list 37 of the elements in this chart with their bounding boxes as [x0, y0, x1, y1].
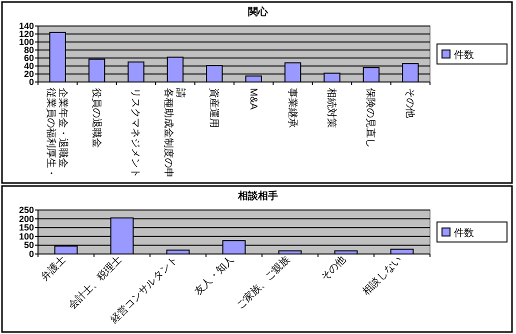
y-tick-label: 0: [28, 249, 34, 259]
chart-title: 関心: [248, 6, 269, 18]
x-tick-label: M&A: [248, 88, 259, 110]
x-tick-label: リスクマネジメント: [130, 88, 140, 178]
bar: [278, 250, 302, 254]
y-tick-label: 40: [24, 61, 34, 71]
x-tick-label: 従業員の福利厚生・企業年金・退職金: [45, 88, 70, 178]
x-tick-label: 相続対策: [326, 88, 338, 128]
y-tick-label: 150: [18, 222, 34, 233]
y-tick-label: 0: [28, 77, 34, 87]
x-tick-label: 弁護士: [38, 254, 68, 284]
x-tick-label: 各種助成金制度の申請: [162, 88, 187, 178]
x-tick-label: 資産運用: [208, 88, 220, 128]
x-tick-label: 保険の見直し: [364, 88, 377, 148]
legend-label: 件数: [454, 50, 474, 61]
legend-label: 件数: [454, 228, 474, 239]
y-tick-label: 200: [18, 214, 34, 224]
x-tick-label: ご家族、ご親族: [234, 254, 292, 312]
y-tick-label: 120: [18, 29, 34, 39]
y-tick-label: 100: [18, 231, 34, 242]
x-tick-label: 友人・知人: [192, 254, 236, 298]
y-tick-label: 60: [24, 53, 34, 63]
x-tick-label: その他: [318, 254, 348, 284]
y-tick-label: 140: [18, 21, 34, 31]
bar: [166, 250, 190, 254]
bar: [390, 248, 414, 254]
y-tick-label: 250: [18, 205, 34, 215]
y-tick-label: 20: [24, 69, 34, 79]
bar: [334, 250, 358, 254]
x-tick-label: 事業継承: [286, 88, 298, 128]
y-tick-label: 50: [24, 240, 34, 250]
y-tick-label: 100: [18, 37, 34, 47]
x-tick-label: 相談しない: [360, 254, 404, 298]
x-tick-label: 役員の退職金: [90, 88, 102, 148]
chart-title: 相談相手: [237, 190, 278, 202]
y-tick-label: 80: [24, 45, 34, 55]
x-tick-label: その他: [404, 88, 416, 118]
